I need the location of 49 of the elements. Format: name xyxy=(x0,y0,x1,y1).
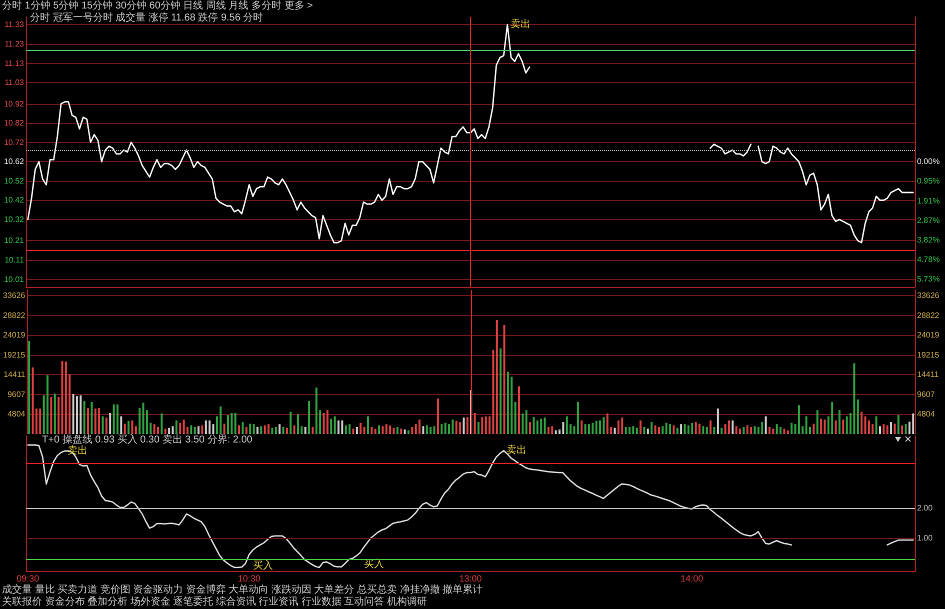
y2-tick-label: 28822 xyxy=(917,310,940,320)
x-tick-label: 09:30 xyxy=(16,574,40,584)
y-tick-label: 10.21 xyxy=(4,236,25,246)
y-tick-label: 10.01 xyxy=(4,274,25,284)
y-tick-label: 10.32 xyxy=(4,215,25,224)
y-tick-label: 11.23 xyxy=(4,40,25,48)
y2-tick-label: 14411 xyxy=(917,370,940,380)
y-tick-label: 10.92 xyxy=(4,99,25,108)
y-tick-label: 10.82 xyxy=(4,118,25,128)
y2-tick-label: 9607 xyxy=(917,390,936,399)
x-tick-label: 14:00 xyxy=(680,574,704,584)
y2-tick-label: 0.95% xyxy=(917,176,940,186)
y-tick-label: 33626 xyxy=(2,291,26,300)
y-tick-label: 11.33 xyxy=(4,20,25,30)
data-label: 卖出 xyxy=(510,18,530,30)
y-tick-label: 10.11 xyxy=(4,256,25,264)
x-tick-label: 10:30 xyxy=(238,574,260,584)
y2-tick-label: 19215 xyxy=(917,350,940,360)
x-tick-label: 13:00 xyxy=(459,574,482,584)
y2-tick-label: 3.82% xyxy=(917,235,940,244)
y2-tick-label: 24019 xyxy=(917,330,940,340)
y2-tick-label: 0.00% xyxy=(917,157,940,166)
y2-tick-label: 1.00 xyxy=(917,534,934,542)
text: 成交量 量比 买卖力道 竞价图 资金驱动力 资金博弈 大单动向 涨跌动因 大单差分 总买总卖 净挂净撤 撤单累计 xyxy=(2,584,483,596)
y2-tick-label: 2.00 xyxy=(917,504,934,512)
y-tick-label: 4804 xyxy=(7,410,26,419)
y2-tick-label: 2.87% xyxy=(917,216,940,225)
chart-title: 分时 冠军一号分时 成交量 涨停 11.68 跌停 9.56 分时 xyxy=(30,12,264,24)
y-tick-label: 14411 xyxy=(4,370,26,380)
y2-tick-label: 5.73% xyxy=(917,274,940,284)
y-tick-label: 10.42 xyxy=(4,196,25,205)
y-tick-label: 10.62 xyxy=(4,157,25,166)
y-tick-label: 11.13 xyxy=(4,58,25,68)
y-tick-label: 9607 xyxy=(7,390,26,399)
data-label: 卖出 xyxy=(506,444,527,456)
data-label: 买入 xyxy=(253,560,274,572)
chart-title: T+0 操盘线 0.93 买入 0.30 卖出 3.50 分界: 2.00 xyxy=(42,434,253,446)
y-tick-label: 28822 xyxy=(2,310,26,320)
text: 关联报价 资金分布 叠加分析 场外资金 逐笔委托 综合资讯 行业资讯 行业数据 互动问答 机构调研 xyxy=(2,596,428,608)
y-tick-label: 24019 xyxy=(2,330,26,340)
y-tick-label: 19215 xyxy=(2,350,26,360)
text: 分时 1分钟 5分钟 15分钟 30分钟 60分钟 日线 周线 月线 多分时 更多 > xyxy=(2,0,314,12)
y2-tick-label: 4804 xyxy=(917,410,936,419)
y2-tick-label: 1.91% xyxy=(917,196,940,206)
y-tick-label: 10.72 xyxy=(4,138,25,147)
y-tick-label: 11.03 xyxy=(4,78,25,88)
y2-tick-label: 4.78% xyxy=(917,255,940,264)
y-tick-label: 10.52 xyxy=(4,176,25,186)
y2-tick-label: 33626 xyxy=(917,291,940,300)
